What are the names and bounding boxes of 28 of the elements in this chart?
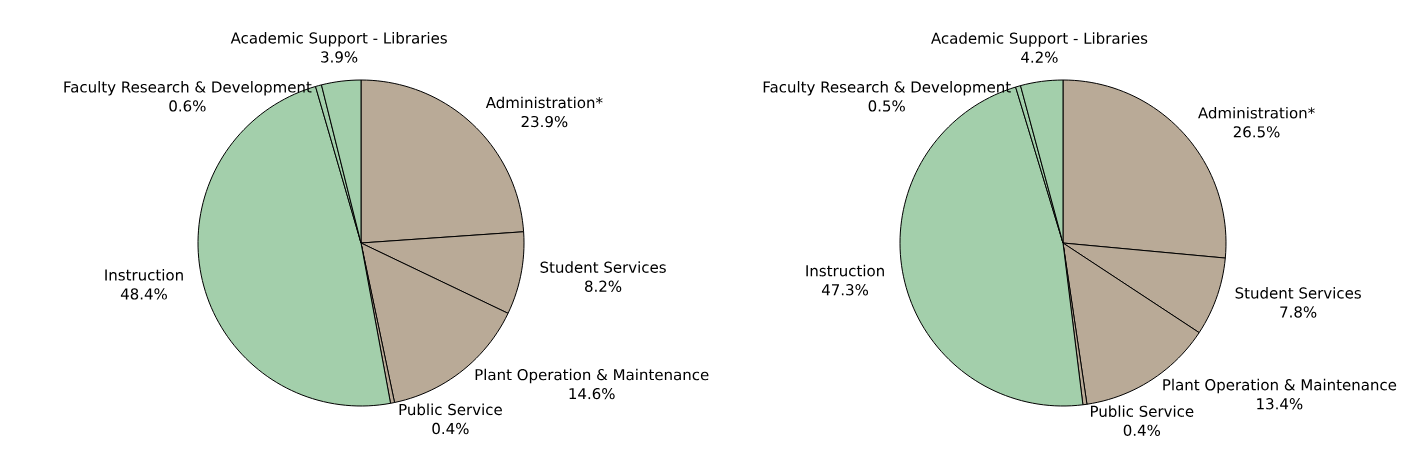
data-label: 4.2% (1021, 51, 1058, 63)
data-label: 0.6% (169, 100, 206, 112)
data-label: 3.9% (321, 51, 358, 63)
slice-label: Faculty Research & Development (64, 81, 312, 96)
data-label: 0.4% (432, 422, 469, 435)
data-label: 0.5% (868, 100, 905, 112)
data-label: 47.3% (821, 284, 869, 296)
slice-label: Instruction (806, 264, 884, 277)
slice-label: Administration* (485, 96, 603, 109)
data-label: 48.4% (120, 288, 167, 300)
slice-label: Public Service (399, 403, 502, 416)
data-label: 14.6% (569, 387, 615, 400)
slice-label: Faculty Research & Development (763, 81, 1011, 96)
slice-label: Plant Operation & Maintenance (1163, 378, 1397, 394)
data-label: 23.9% (521, 115, 568, 128)
data-label: 7.8% (1280, 306, 1317, 318)
slice-label: Public Service (1091, 405, 1194, 417)
slice-label: Academic Support - Libraries (931, 32, 1148, 47)
slice-label: Academic Support - Libraries (230, 32, 447, 47)
data-label: 8.2% (585, 280, 622, 292)
data-label: 26.5% (1233, 126, 1280, 138)
slice-label: Plant Operation & Maintenance (475, 368, 709, 384)
slice-label: Administration* (1198, 106, 1315, 119)
slice-label: Instruction (105, 269, 183, 281)
data-label: 0.4% (1123, 424, 1161, 436)
slice-label: Student Services (540, 261, 666, 273)
data-label: 13.4% (1257, 398, 1303, 410)
slice-label: Student Services (1235, 287, 1361, 299)
